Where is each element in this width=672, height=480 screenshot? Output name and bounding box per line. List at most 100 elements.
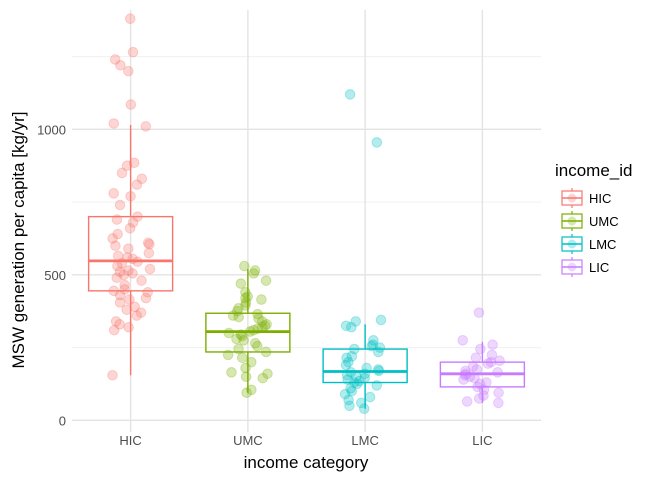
x-tick-label: LIC (472, 433, 492, 448)
data-point-hic (127, 253, 138, 265)
data-point-lic (460, 368, 471, 380)
data-point-hic (128, 157, 140, 169)
x-tick-label: LMC (351, 433, 378, 448)
data-point-hic (123, 265, 134, 276)
data-point-lmc (367, 339, 379, 350)
legend-label: LIC (589, 260, 609, 275)
data-point-lic (473, 393, 485, 404)
data-point-hic (124, 13, 136, 25)
data-point-lic (457, 335, 469, 346)
data-point-umc (260, 275, 272, 286)
data-point-umc (238, 335, 249, 346)
data-point-lic (474, 378, 486, 390)
data-point-hic (116, 167, 128, 179)
legend-entry-lic: LIC (561, 257, 609, 277)
data-point-umc (256, 316, 268, 327)
data-point-umc (256, 321, 268, 333)
data-point-umc (262, 368, 273, 380)
data-point-hic (132, 256, 143, 268)
data-point-umc (249, 265, 261, 276)
data-point-umc (240, 287, 251, 298)
data-point-hic (123, 321, 134, 333)
data-point-hic (142, 237, 154, 249)
data-point-lmc (359, 372, 370, 384)
data-point-lmc (359, 368, 371, 380)
data-point-umc (246, 356, 257, 368)
data-point-hic (142, 287, 153, 298)
data-point-hic (107, 233, 118, 244)
data-point-hic (127, 217, 139, 228)
data-point-lic (471, 364, 483, 375)
data-point-hic (108, 324, 120, 336)
data-point-lic (481, 377, 492, 388)
data-point-hic (121, 160, 133, 172)
data-point-umc (236, 352, 248, 364)
data-point-hic (110, 240, 121, 252)
data-point-lmc (364, 391, 376, 403)
data-point-hic (114, 266, 126, 278)
data-point-lic (478, 390, 489, 401)
data-point-hic (119, 279, 130, 291)
data-point-hic (127, 268, 138, 279)
data-point-lmc (344, 400, 355, 412)
data-point-hic (111, 214, 123, 225)
data-point-hic (123, 65, 134, 77)
data-point-lmc (346, 385, 358, 397)
iqr-box (87, 215, 174, 292)
data-point-lmc (341, 369, 353, 381)
data-point-lic (461, 396, 473, 407)
data-point-lic (467, 361, 479, 372)
data-point-hic (108, 118, 120, 129)
x-axis-title: income category (244, 453, 369, 472)
y-axis-ticks: 0 500 1000 (37, 122, 66, 428)
data-point-lmc (358, 403, 370, 415)
data-point-umc (257, 372, 269, 384)
data-point-hic (144, 238, 155, 250)
x-axis-ticks: HIC UMC LMC LIC (119, 433, 492, 448)
data-point-umc (242, 291, 254, 302)
data-point-lmc (355, 397, 367, 409)
data-point-lmc (371, 137, 383, 148)
data-point-lic (475, 343, 486, 355)
legend-entry-lmc: LMC (561, 234, 616, 254)
data-point-lmc (373, 364, 384, 375)
data-point-hic (132, 211, 143, 222)
data-point-lmc (349, 343, 360, 355)
data-point-lmc (345, 367, 357, 378)
box-lmc (322, 324, 408, 409)
data-point-hic (135, 307, 147, 318)
data-point-lic (464, 371, 476, 383)
data-point-lmc (373, 346, 384, 358)
y-tick-label: 500 (44, 268, 66, 283)
data-point-hic (140, 292, 152, 304)
data-point-umc (250, 337, 261, 349)
data-point-umc (227, 310, 239, 321)
data-point-lmc (344, 89, 356, 100)
data-point-umc (233, 343, 244, 355)
data-point-umc (222, 349, 234, 361)
data-point-umc (256, 294, 267, 305)
data-point-hic (115, 59, 126, 71)
data-point-lmc (350, 316, 362, 327)
data-point-lic (460, 365, 471, 377)
data-point-umc (240, 300, 251, 311)
data-point-hic (127, 46, 139, 58)
data-point-umc (259, 320, 271, 332)
x-tick-label: HIC (119, 433, 141, 448)
data-point-lmc (346, 321, 357, 333)
data-point-umc (235, 329, 247, 340)
legend-key-point (567, 193, 577, 203)
data-point-hic (121, 304, 132, 316)
data-point-lic (486, 349, 498, 361)
data-point-lmc (340, 320, 352, 332)
data-point-lmc (361, 362, 372, 374)
data-point-lmc (351, 378, 363, 390)
data-point-umc (260, 346, 272, 358)
data-point-umc (253, 313, 264, 324)
data-point-hic (116, 257, 128, 269)
data-point-hic (112, 250, 124, 262)
data-point-lmc (343, 356, 354, 368)
data-point-lic (459, 369, 471, 381)
data-point-umc (236, 330, 248, 342)
